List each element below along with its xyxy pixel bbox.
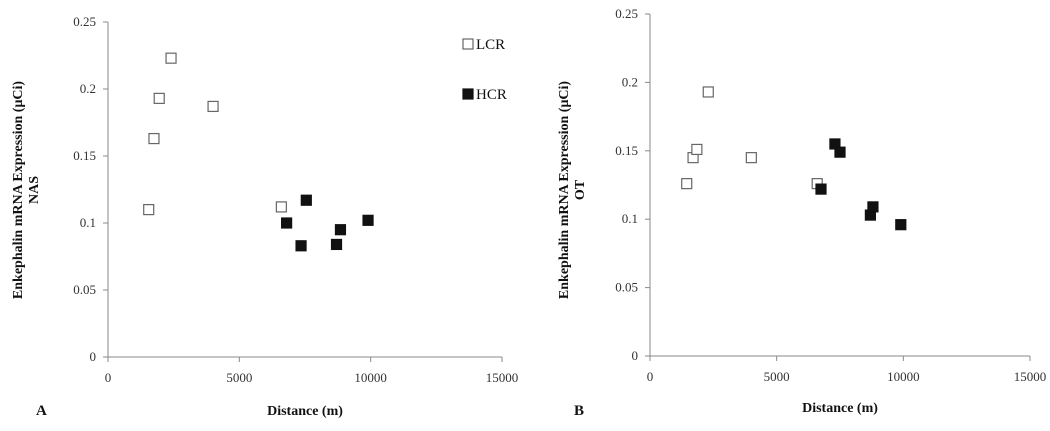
panel-a-legend-lcr-marker xyxy=(462,38,474,50)
panel-a-hcr-point xyxy=(300,194,312,206)
panel-b-y-tick-label: 0 xyxy=(632,348,639,363)
panel-b-y-tick-label: 0.1 xyxy=(622,211,638,226)
panel-b-hcr-point xyxy=(834,146,846,158)
panel-b-y-tick-label: 0.15 xyxy=(615,143,638,158)
panel-a-hcr-point xyxy=(334,224,347,236)
panel-b-x-tick-label: 5000 xyxy=(764,369,790,384)
panel-a-x-tick-label: 10000 xyxy=(354,370,387,385)
panel-a-y-tick-label: 0.2 xyxy=(80,81,96,96)
panel-a-y-axis-title: Enkephalin mRNA Expression (μCi) xyxy=(11,81,26,299)
panel-a-legend-hcr-label: HCR xyxy=(476,87,507,103)
panel-a-x-tick-label: 0 xyxy=(105,370,112,385)
panel-a-legend-lcr-label: LCR xyxy=(476,37,505,53)
panel-a-y-tick-label: 0.05 xyxy=(73,282,96,297)
panel-a-lcr-point xyxy=(275,201,287,213)
panel-b-label: B xyxy=(574,403,584,419)
panel-b-lcr-point xyxy=(745,152,757,164)
panel-a-lcr-point xyxy=(207,100,219,113)
panel-a-label: A xyxy=(36,403,47,419)
panel-b-x-axis-title: Distance (m) xyxy=(802,401,878,416)
panel-b-y-tick-label: 0.2 xyxy=(622,74,638,89)
panel-a-y-axis-subtitle: NAS xyxy=(27,176,42,204)
panel-a-y-tick-label: 0.1 xyxy=(80,215,96,230)
panel-a-hcr-point xyxy=(281,217,293,229)
panel-a-hcr-point xyxy=(330,238,343,251)
panel-b-lcr-point xyxy=(681,178,693,190)
panel-b-y-axis-subtitle: OT xyxy=(573,179,588,200)
panel-a-x-axis-title: Distance (m) xyxy=(267,404,343,419)
panel-b-y-axis-title: Enkephalin mRNA Expression (μCi) xyxy=(557,81,572,299)
panel-a-lcr-point xyxy=(148,132,160,145)
panel-b-y-tick-label: 0.25 xyxy=(615,6,638,21)
panel-b-x-tick-label: 10000 xyxy=(887,369,920,384)
panel-b-hcr-point xyxy=(867,201,879,213)
panel-a-hcr-point xyxy=(362,214,374,226)
panel-a-lcr-point xyxy=(143,204,155,216)
panel-b-hcr-point xyxy=(815,183,827,195)
panel-a-lcr-point xyxy=(165,52,177,64)
panel-a-hcr-point xyxy=(295,240,307,252)
panel-a-x-tick-label: 5000 xyxy=(226,370,252,385)
panel-a-y-tick-label: 0.25 xyxy=(73,14,96,29)
panel-b-hcr-point xyxy=(895,219,907,231)
panel-a-lcr-point xyxy=(153,92,165,104)
panel-a-y-tick-label: 0.15 xyxy=(73,148,96,163)
panel-b-x-tick-label: 15000 xyxy=(1014,369,1047,384)
panel-b-lcr-point xyxy=(691,143,703,156)
panel-b-y-tick-label: 0.05 xyxy=(615,280,638,295)
panel-b-x-tick-label: 0 xyxy=(647,369,654,384)
panel-a-x-tick-label: 15000 xyxy=(486,370,519,385)
panel-a-y-tick-label: 0 xyxy=(90,349,97,364)
panel-a-legend-hcr-marker xyxy=(462,88,474,100)
panel-b-lcr-point xyxy=(702,86,714,98)
